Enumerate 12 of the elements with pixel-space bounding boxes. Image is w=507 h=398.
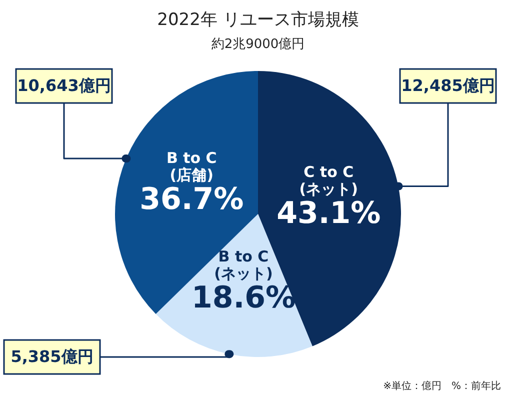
text: ※単位：億円 %：前年比 bbox=[383, 380, 501, 392]
text: 18.6% bbox=[191, 280, 296, 316]
chart-subtitle: 約2兆9000億円 bbox=[211, 37, 305, 52]
slice-label: B to C (ネット) bbox=[214, 248, 273, 283]
data-label: 5,385億円 bbox=[10, 347, 94, 366]
text: 36.7% bbox=[140, 182, 244, 218]
chart-title: 2022年 リユース市場規模 bbox=[157, 10, 359, 30]
data-label: 12,485億円 bbox=[401, 76, 495, 95]
slice-label: B to C (店舗) bbox=[166, 149, 217, 184]
slice-label: C to C (ネット) bbox=[299, 163, 358, 198]
data-label: 10,643億円 bbox=[17, 76, 111, 95]
text: 43.1% bbox=[276, 196, 381, 232]
